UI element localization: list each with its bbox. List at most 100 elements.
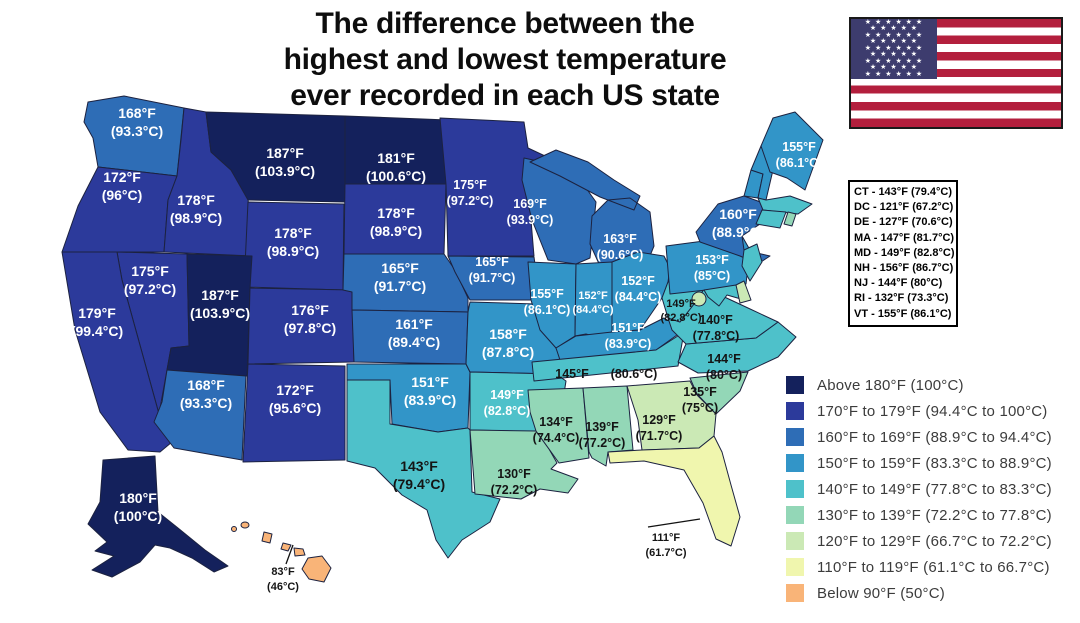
state-ut-label: 187°F (103.9°C) (190, 287, 250, 321)
small-state-entry: CT - 143°F (79.4°C) (854, 186, 953, 198)
state-wa-label: 168°F (93.3°C) (111, 105, 163, 139)
state-ca-label: 179°F (99.4°C) (71, 305, 123, 339)
flag-star-row: ★ ★ ★ ★ ★ ★ (864, 70, 924, 78)
state-fl-shape (607, 435, 741, 547)
small-state-entry: NJ - 144°F (80°C) (854, 277, 943, 290)
state-ri-shape (783, 211, 797, 227)
state-mi-shape (529, 149, 655, 269)
flag-star-row: ★ ★ ★ ★ ★ (869, 64, 919, 72)
state-hi-island (293, 547, 306, 557)
state-id-label: 178°F (98.9°C) (170, 192, 222, 226)
flag-star-row: ★ ★ ★ ★ ★ (869, 38, 919, 46)
state-me-label: 155°F (86.1°C) (776, 140, 823, 170)
state-ny-shape (695, 195, 771, 265)
legend-swatch (786, 402, 804, 420)
state-dc-marker (691, 291, 707, 307)
us-flag-icon: ★ ★ ★ ★ ★ ★ ★ ★ ★ ★ ★ ★ ★ ★ ★ ★ ★ ★ ★ ★ ★ ★… (849, 17, 1063, 129)
state-ak-shape (87, 455, 229, 578)
legend-swatch (786, 532, 804, 550)
legend-label: 130°F to 139°F (72.2°C to 77.8°C) (817, 506, 1052, 524)
state-ar-label: 149°F (82.8°C) (484, 388, 531, 418)
state-ak-label: 180°F (100°C) (114, 490, 162, 524)
state-nd-label: 181°F (100.6°C) (366, 150, 426, 184)
state-hi-island (231, 526, 237, 532)
flag-star-row: ★ ★ ★ ★ ★ (869, 25, 919, 33)
state-la-label: 130°F (72.2°C) (491, 467, 538, 497)
legend-row: 160°F to 169°F (88.9°C to 94.4°C) (786, 424, 1052, 450)
state-ca-shape (61, 251, 173, 453)
state-mi-label: 163°F (90.6°C) (597, 232, 644, 262)
state-tx-label: 143°F (79.4°C) (393, 458, 445, 492)
small-state-entry: RI - 132°F (73.3°C) (854, 292, 949, 305)
small-state-entry: MA - 147°F (81.7°C) (854, 231, 955, 244)
state-al-label: 139°F (77.2°C) (579, 420, 626, 450)
legend-label: Below 90°F (50°C) (817, 584, 945, 602)
title-line-2: highest and lowest temperature (283, 43, 727, 76)
legend-label: 160°F to 169°F (88.9°C to 94.4°C) (817, 428, 1052, 446)
state-az-shape (153, 369, 247, 461)
state-de-shape (735, 280, 752, 304)
state-nv-label: 175°F (97.2°C) (124, 263, 176, 297)
hawaii-pointer-line (285, 544, 294, 565)
state-ia-label: 165°F (91.7°C) (469, 255, 516, 285)
small-state-entry: NH - 156°F (86.7°C) (854, 262, 954, 275)
state-sc-shape (689, 371, 749, 415)
state-mo-label: 158°F (87.8°C) (482, 326, 534, 360)
state-hi-island (280, 542, 292, 552)
legend-swatch (786, 428, 804, 446)
small-state-entry: DE - 127°F (70.6°C) (854, 216, 953, 229)
state-ga-label: 129°F (71.7°C) (636, 413, 683, 443)
state-wy-label: 178°F (98.9°C) (267, 225, 319, 259)
state-ia-shape (447, 255, 541, 301)
state-tx-shape (346, 379, 501, 559)
state-nm-shape (242, 363, 346, 463)
small-states-box: CT - 143°F (79.4°C) DC - 121°F (67.2°C) DE… (848, 180, 958, 327)
state-oh-label: 152°F (84.4°C) (615, 274, 662, 304)
state-wv-label: 149°F (82.8°C) (660, 298, 701, 324)
flag-star-row: ★ ★ ★ ★ ★ ★ (864, 31, 924, 39)
flag-star-row: ★ ★ ★ ★ ★ ★ (864, 19, 924, 26)
flag-star-row: ★ ★ ★ ★ ★ ★ (864, 44, 924, 52)
legend-swatch (786, 376, 804, 394)
state-hi-island (301, 555, 332, 583)
state-tn-shape (531, 331, 685, 382)
legend-swatch (786, 584, 804, 602)
small-state-entry: VT - 155°F (86.1°C) (854, 307, 952, 320)
legend-row: 130°F to 139°F (72.2°C to 77.8°C) (786, 502, 1052, 528)
legend-swatch (786, 558, 804, 576)
state-ky-label: 151°F (83.9°C) (605, 321, 652, 351)
legend: Above 180°F (100°C) 170°F to 179°F (94.4… (786, 372, 1052, 606)
legend-label: Above 180°F (100°C) (817, 376, 964, 394)
state-nj-shape (741, 243, 763, 282)
legend-row: 170°F to 179°F (94.4°C to 100°C) (786, 398, 1052, 424)
legend-label: 150°F to 159°F (83.3°C to 88.9°C) (817, 454, 1052, 472)
state-nm-label: 172°F (95.6°C) (269, 382, 321, 416)
state-wi-label: 169°F (93.9°C) (507, 197, 554, 227)
state-ok-label: 151°F (83.9°C) (404, 374, 456, 408)
state-ct-shape (755, 209, 787, 229)
state-ne-label: 165°F (91.7°C) (374, 260, 426, 294)
title-line-1: The difference between the (315, 7, 695, 40)
small-state-entry: MD - 149°F (82.8°C) (854, 246, 955, 259)
state-ny-label: 160°F (88.9°C) (712, 206, 764, 240)
legend-row: 120°F to 129°F (66.7°C to 72.2°C) (786, 528, 1052, 554)
state-sd-label: 178°F (98.9°C) (370, 205, 422, 239)
flag-star-row: ★ ★ ★ ★ ★ ★ (864, 57, 924, 65)
legend-row: 110°F to 119°F (61.1°C to 66.7°C) (786, 554, 1052, 580)
state-hi-island (240, 521, 250, 529)
legend-row: 150°F to 159°F (83.3°C to 88.9°C) (786, 450, 1052, 476)
flag-canton: ★ ★ ★ ★ ★ ★ ★ ★ ★ ★ ★ ★ ★ ★ ★ ★ ★ ★ ★ ★ ★ ★… (851, 19, 937, 79)
state-ks-label: 161°F (89.4°C) (388, 316, 440, 350)
flag-star-row: ★ ★ ★ ★ ★ (869, 51, 919, 59)
state-tn-label: 145°F (80.6°C) (555, 367, 657, 381)
state-nc-label: 144°F (80°C) (706, 352, 742, 382)
legend-row: Above 180°F (100°C) (786, 372, 1052, 398)
state-va-label: 140°F (77.8°C) (693, 313, 740, 343)
title-line-3: ever recorded in each US state (290, 79, 720, 112)
state-me-shape (760, 111, 824, 191)
legend-row: 140°F to 149°F (77.8°C to 83.3°C) (786, 476, 1052, 502)
state-pa-label: 153°F (85°C) (694, 253, 730, 283)
state-mt-label: 187°F (103.9°C) (255, 145, 315, 179)
legend-label: 140°F to 149°F (77.8°C to 83.3°C) (817, 480, 1052, 498)
